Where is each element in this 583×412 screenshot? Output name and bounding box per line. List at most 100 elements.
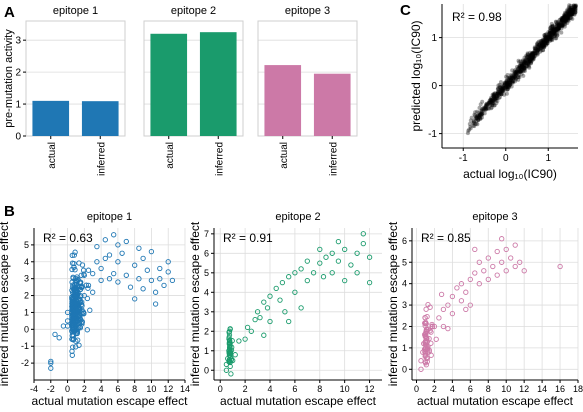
point (492, 95, 496, 100)
point (557, 23, 562, 28)
point (487, 100, 492, 105)
point (544, 42, 549, 47)
point (556, 28, 561, 33)
point (445, 302, 451, 308)
point (557, 23, 561, 28)
y-tick-label: 3 (402, 300, 407, 310)
point (566, 15, 571, 19)
point (513, 75, 518, 80)
scatter-points (48, 232, 176, 371)
point (562, 15, 567, 19)
point (511, 79, 516, 83)
point (533, 51, 538, 56)
point (499, 88, 504, 93)
point (522, 67, 527, 72)
point (533, 51, 538, 56)
point (573, 7, 578, 12)
point (540, 41, 545, 46)
point (552, 29, 557, 34)
point (552, 32, 557, 36)
point (555, 33, 560, 37)
point (521, 68, 526, 73)
point (516, 73, 521, 78)
facet-epitope-1: epitope 1 actual inferred 0 1 2 3 (15, 5, 126, 176)
point (422, 348, 428, 355)
plot-frame (143, 20, 244, 137)
point (563, 10, 567, 15)
facet-title: epitope 3 (285, 5, 330, 17)
point (531, 54, 536, 59)
point (560, 23, 565, 28)
point (561, 21, 566, 25)
point (497, 82, 502, 87)
point (523, 59, 528, 64)
point (458, 281, 465, 287)
point (547, 32, 552, 36)
point (549, 24, 554, 29)
point (559, 23, 564, 28)
point (531, 51, 536, 56)
point (561, 15, 566, 20)
point (520, 63, 525, 68)
point (502, 82, 507, 87)
point (483, 106, 488, 111)
point (522, 61, 526, 66)
facet-epitope-2: epitope 2 actual inferred (143, 5, 244, 176)
y-tick-label: 4 (24, 257, 29, 267)
point (502, 85, 507, 90)
point (504, 85, 509, 90)
point (489, 98, 494, 103)
y-tick-label: 5 (204, 268, 209, 278)
point (546, 36, 551, 41)
point (282, 309, 288, 315)
point (516, 69, 521, 74)
point (422, 360, 429, 366)
point (498, 86, 503, 91)
point (539, 43, 543, 48)
point (244, 324, 251, 331)
point (538, 45, 543, 50)
point (552, 31, 557, 35)
point (499, 88, 504, 93)
point (559, 20, 564, 25)
x-tick-label: actual (47, 142, 58, 169)
point (506, 77, 511, 81)
y-tick-label: 3 (204, 307, 209, 317)
point (335, 258, 342, 264)
point (567, 10, 572, 15)
point (517, 65, 522, 70)
point (72, 249, 78, 255)
point (445, 325, 451, 332)
point (545, 41, 550, 46)
point (552, 34, 557, 39)
point (571, 8, 576, 13)
point (533, 51, 538, 56)
point (570, 12, 575, 17)
point (562, 19, 567, 24)
point (555, 27, 560, 32)
point (537, 47, 542, 52)
point (566, 11, 571, 16)
point (517, 75, 522, 80)
point (485, 102, 490, 107)
point (540, 38, 545, 43)
point (495, 99, 500, 103)
point (539, 46, 543, 51)
point (572, 12, 577, 17)
point (493, 98, 498, 103)
point (564, 17, 569, 22)
point (73, 292, 79, 299)
point (552, 26, 557, 31)
x-tick-label: 8 (132, 384, 137, 394)
point (569, 16, 574, 21)
point (510, 80, 515, 85)
point (558, 21, 563, 26)
point (565, 18, 570, 23)
point (530, 51, 535, 56)
point (515, 70, 520, 75)
point (491, 92, 496, 97)
point (497, 92, 501, 97)
point (563, 20, 568, 25)
point (550, 35, 555, 40)
